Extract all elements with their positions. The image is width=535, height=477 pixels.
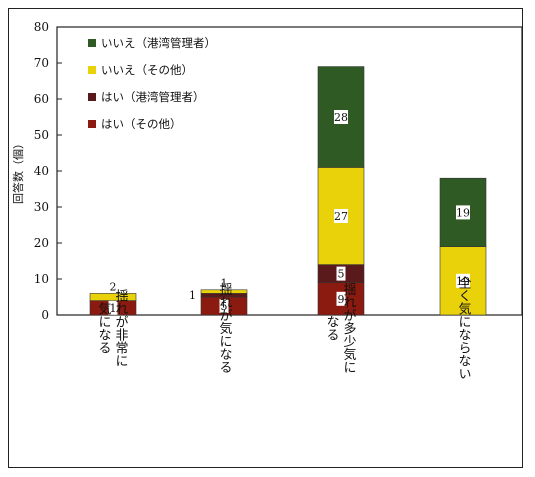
category-label: 気になる xyxy=(96,301,112,354)
data-label: 1 xyxy=(189,289,196,302)
y-tick-label: 20 xyxy=(34,236,49,250)
legend-swatch xyxy=(88,120,96,128)
legend-swatch xyxy=(88,93,96,101)
legend-swatch xyxy=(88,39,96,47)
category-label: 揺れが多少気に xyxy=(341,283,357,374)
axes: 0 10 20 30 40 50 60 70 80 回答数（個） xyxy=(11,20,523,322)
data-label-box xyxy=(334,110,348,124)
data-label-box xyxy=(336,266,346,281)
data-label: 28 xyxy=(334,111,348,124)
data-label: 19 xyxy=(456,275,470,288)
data-label-box xyxy=(108,300,118,315)
data-label: 1 xyxy=(110,302,117,315)
category-label: 全く気にならない xyxy=(456,275,472,380)
bar-segment xyxy=(89,293,137,301)
data-label: 2 xyxy=(110,280,117,293)
data-label-box xyxy=(334,209,348,223)
y-tick-label: 0 xyxy=(41,308,49,322)
y-axis-label: 回答数（個） xyxy=(11,138,25,204)
data-label: 19 xyxy=(456,206,470,219)
y-tick-label: 50 xyxy=(34,128,49,142)
legend-label: いいえ（港湾管理者） xyxy=(101,36,216,50)
legend: いいえ（港湾管理者） いいえ（その他） はい（港湾管理者） はい（その他） xyxy=(88,36,216,131)
legend-label: はい（その他） xyxy=(101,117,182,131)
y-tick-label: 60 xyxy=(34,92,49,106)
data-label: 27 xyxy=(334,210,348,223)
category-label: 揺れが気になる xyxy=(217,283,233,374)
data-label: 5 xyxy=(338,268,345,281)
data-label-box xyxy=(456,273,470,288)
y-tick-label: 10 xyxy=(34,272,49,286)
data-label: 9 xyxy=(338,293,345,306)
y-tick-label: 80 xyxy=(34,20,49,34)
category-label: なる xyxy=(324,315,339,341)
data-label-box xyxy=(456,205,470,220)
category-label: 揺れが非常に xyxy=(113,289,129,367)
data-label-box xyxy=(336,291,346,306)
legend-label: いいえ（その他） xyxy=(101,63,193,77)
data-label: 5 xyxy=(221,300,228,313)
y-tick-label: 30 xyxy=(34,200,49,214)
y-tick-label: 40 xyxy=(34,164,49,178)
data-label-box xyxy=(219,299,229,313)
legend-label: はい（港湾管理者） xyxy=(101,90,205,104)
data-label: 1 xyxy=(221,277,228,290)
y-tick-label: 70 xyxy=(34,56,49,70)
legend-swatch xyxy=(88,66,96,74)
bar-segment xyxy=(200,289,248,294)
